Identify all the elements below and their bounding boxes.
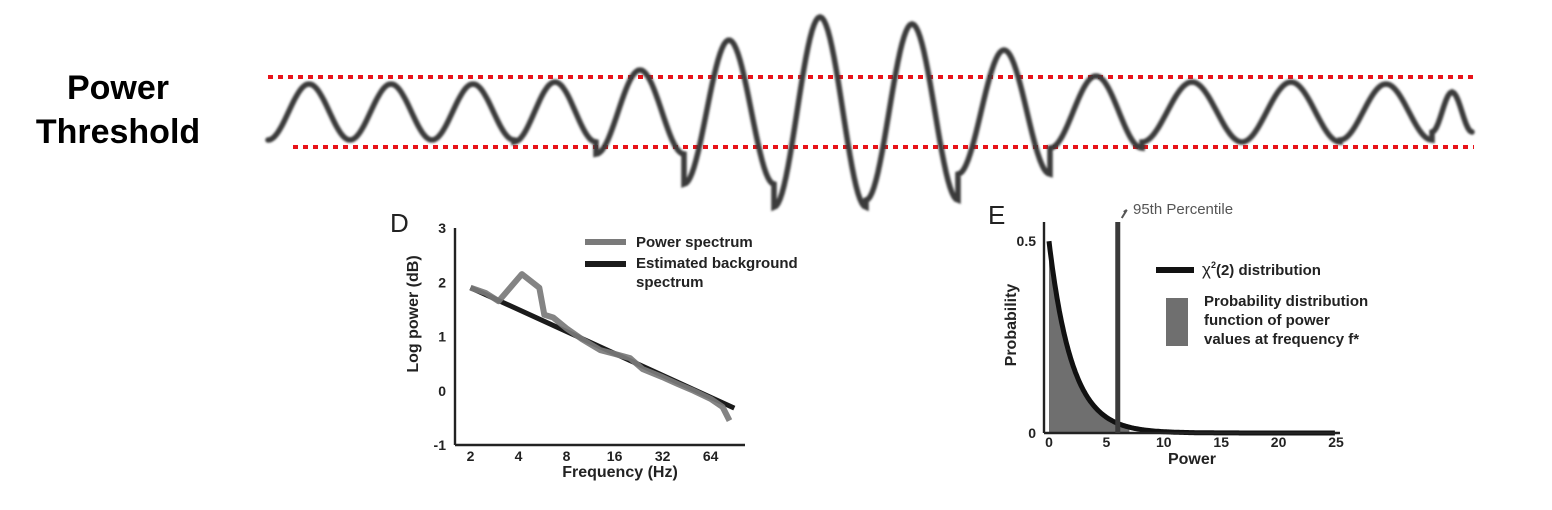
legend-swatch-histogram (1166, 298, 1188, 346)
panel-d-x-tick-label: 4 (515, 448, 523, 464)
title-line-1: Power (66, 69, 170, 107)
panel-d-y-tick-label: 1 (438, 329, 446, 345)
panel-e-x-tick-label: 25 (1328, 434, 1344, 450)
title-line-2: Threshold (35, 113, 201, 151)
panel-e-x-tick-label: 0 (1045, 434, 1053, 450)
percentile-arrow-icon (1120, 209, 1128, 219)
legend-label-chi2: χ2(2) distribution (1202, 260, 1321, 279)
percentile-label: 95th Percentile (1133, 201, 1233, 218)
panel-d-x-tick-label: 16 (607, 448, 623, 464)
panel-d-label: D (390, 208, 409, 238)
chi-symbol: χ (1202, 260, 1211, 279)
panel-d-x-label: Frequency (Hz) (562, 464, 678, 481)
panel-d-y-tick-label: -1 (434, 437, 447, 453)
legend-label-histogram-2: function of power (1204, 312, 1330, 329)
panel-d-x-tick-label: 32 (655, 448, 671, 464)
panel-e-x-tick-label: 5 (1103, 434, 1111, 450)
chi-superscript: 2 (1211, 260, 1216, 270)
panel-d-y-tick-label: 2 (438, 274, 446, 290)
chi-rest: (2) distribution (1216, 262, 1321, 279)
panel-d-y-label: Log power (dB) (405, 255, 422, 372)
page-title: Power Threshold (18, 66, 218, 154)
waveform-panel (265, 13, 1475, 212)
histogram-area (1049, 241, 1130, 433)
panel-e-y-tick-label: 0.5 (1017, 233, 1037, 249)
legend-label-background-2: spectrum (636, 274, 704, 291)
panel-d-x-tick-label: 64 (703, 448, 719, 464)
panel-d-x-tick-label: 8 (563, 448, 571, 464)
panel-e-x-tick-label: 20 (1271, 434, 1287, 450)
panel-e-x-tick-label: 15 (1213, 434, 1229, 450)
legend-label-background-1: Estimated background (636, 255, 798, 272)
legend-label-histogram-3: values at frequency f* (1204, 331, 1359, 348)
legend-label-histogram-1: Probability distribution (1204, 293, 1368, 310)
panel-d-y-tick-label: 3 (438, 220, 446, 236)
panel-d-x-tick-label: 2 (467, 448, 475, 464)
panel-e-chi2-distribution: E 00.5 0 5 10 15 20 25 95th Percentile Power … (988, 200, 1368, 468)
panel-e-y-tick-label: 0 (1028, 425, 1036, 441)
panel-d-power-spectrum: D -1 0 1 2 3 2 4 8 16 32 64 Frequency (Hz) Log po… (390, 208, 798, 481)
panel-e-x-label: Power (1168, 451, 1216, 468)
panel-e-y-label: Probability (1003, 284, 1020, 367)
panel-d-y-tick-label: 0 (438, 383, 446, 399)
legend-label-power-spectrum: Power spectrum (636, 234, 753, 251)
panel-e-x-tick-label: 10 (1156, 434, 1172, 450)
signal-waveform (265, 13, 1475, 212)
series-power-spectrum (469, 271, 733, 422)
panel-e-label: E (988, 200, 1005, 230)
